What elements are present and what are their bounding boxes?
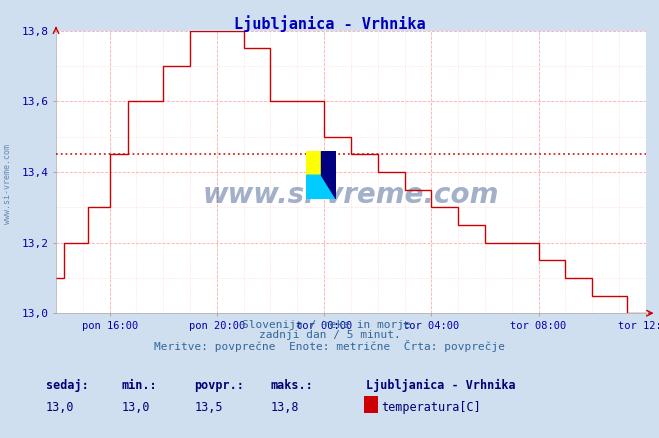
Text: povpr.:: povpr.: — [194, 379, 244, 392]
Text: min.:: min.: — [122, 379, 158, 392]
Text: Ljubljanica - Vrhnika: Ljubljanica - Vrhnika — [366, 379, 515, 392]
Text: www.si-vreme.com: www.si-vreme.com — [3, 144, 13, 224]
Text: sedaj:: sedaj: — [46, 379, 89, 392]
Polygon shape — [322, 151, 336, 199]
Text: maks.:: maks.: — [270, 379, 313, 392]
Polygon shape — [306, 151, 322, 175]
Text: temperatura[C]: temperatura[C] — [382, 401, 481, 414]
Text: Ljubljanica - Vrhnika: Ljubljanica - Vrhnika — [234, 15, 425, 32]
Text: www.si-vreme.com: www.si-vreme.com — [203, 180, 499, 208]
Text: 13,0: 13,0 — [122, 401, 150, 414]
Text: Slovenija / reke in morje.: Slovenija / reke in morje. — [242, 320, 417, 330]
Text: 13,0: 13,0 — [46, 401, 74, 414]
Text: 13,5: 13,5 — [194, 401, 223, 414]
Polygon shape — [306, 175, 336, 199]
Text: Meritve: povprečne  Enote: metrične  Črta: povprečje: Meritve: povprečne Enote: metrične Črta:… — [154, 340, 505, 352]
Text: zadnji dan / 5 minut.: zadnji dan / 5 minut. — [258, 330, 401, 340]
Text: 13,8: 13,8 — [270, 401, 299, 414]
